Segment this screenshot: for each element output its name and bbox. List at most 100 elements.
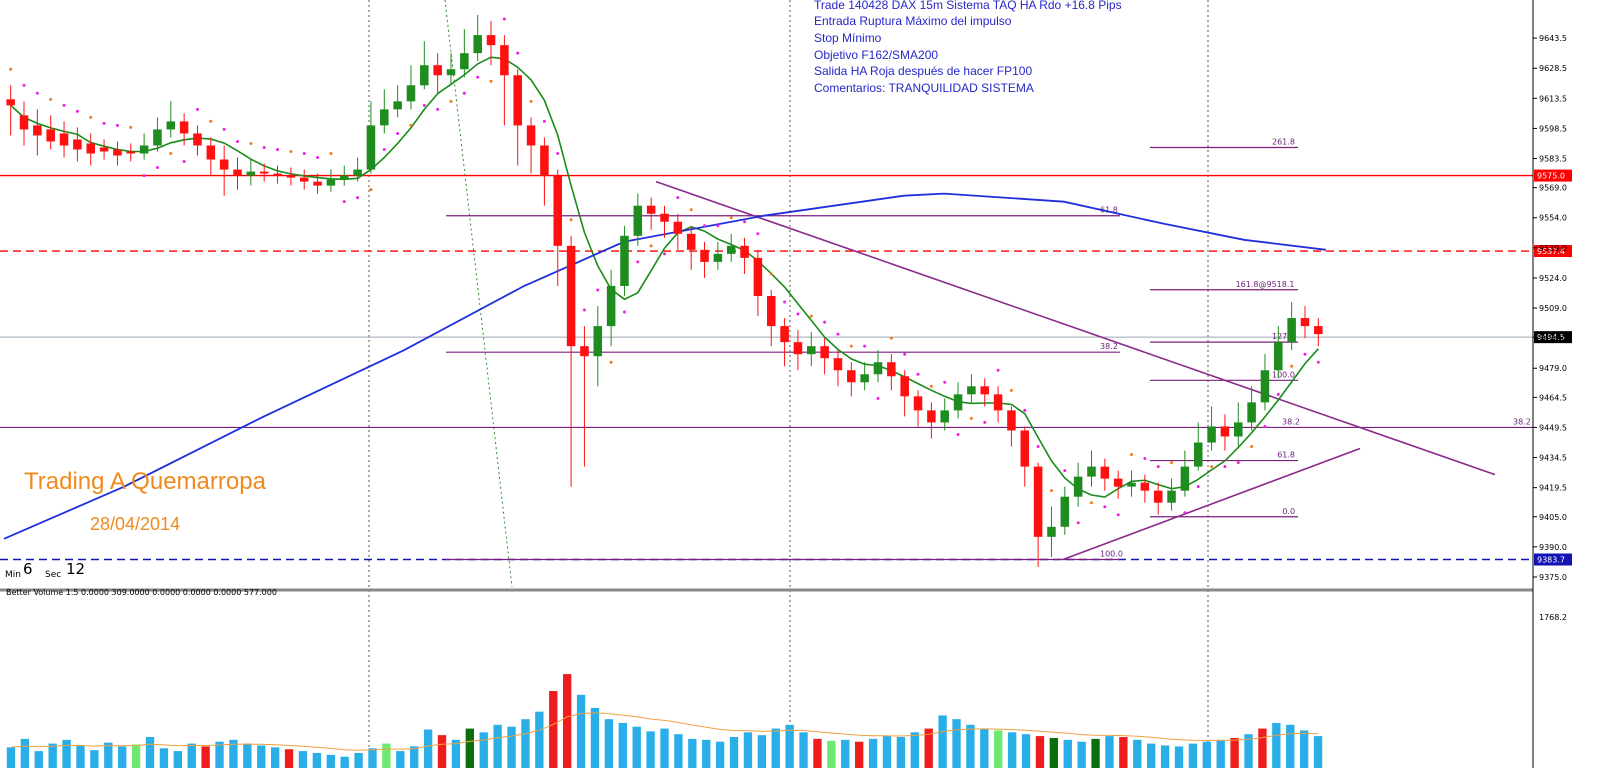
volume-bar-42 — [590, 707, 600, 768]
psar-dot-77 — [1036, 445, 1040, 449]
volume-bar-89 — [1244, 734, 1253, 768]
candle-body-60 — [807, 346, 816, 355]
volume-bar-92 — [1286, 724, 1295, 768]
downtrend-line — [655, 180, 1496, 476]
volume-bar-5 — [76, 745, 85, 768]
candle-body-26 — [353, 169, 362, 176]
fib2-label-5: 61.8 — [1277, 451, 1295, 460]
volume-bar-1 — [20, 738, 30, 768]
psar-dot-97 — [1303, 352, 1307, 356]
candle-body-36 — [486, 35, 496, 46]
volume-bar-4 — [62, 739, 71, 768]
volume-bar-85 — [1188, 743, 1198, 768]
price-marker-label-2: 9494.5 — [1537, 333, 1565, 342]
axis-tick-label-6: 9554.0 — [1539, 214, 1567, 223]
price-marker-label-3: 9383.7 — [1537, 556, 1565, 565]
axis-tick-label-5: 9569.0 — [1539, 184, 1567, 193]
axis-tick-label-13: 9449.5 — [1539, 423, 1567, 432]
candle-body-85 — [1140, 482, 1150, 491]
candle-body-7 — [99, 147, 109, 152]
candle-body-97 — [1300, 318, 1310, 327]
candle-body-63 — [847, 370, 856, 383]
candle-body-21 — [286, 175, 296, 178]
volume-max-label: 1768.2 — [1539, 613, 1567, 622]
psar-dot-94 — [1263, 424, 1267, 428]
volume-bar-86 — [1202, 741, 1211, 768]
candle-body-95 — [1274, 342, 1283, 371]
psar-dot-0 — [9, 67, 13, 71]
fib2-label-3: 100.0 — [1272, 370, 1295, 379]
note-line-5: Salida HA Roja después de hacer FP100 — [814, 64, 1032, 78]
candle-body-67 — [900, 376, 909, 397]
candle-body-89 — [1193, 442, 1203, 467]
candle-body-75 — [1007, 410, 1016, 431]
candle-body-58 — [780, 326, 789, 343]
psar-dot-84 — [1130, 453, 1134, 457]
sma-long-line — [3, 192, 1327, 540]
psar-dot-26 — [356, 196, 360, 200]
volume-bar-77 — [1077, 741, 1086, 768]
candle-body-94 — [1260, 370, 1270, 403]
volume-bar-80 — [1119, 737, 1128, 768]
fib1-label-2: 100.0 — [1100, 550, 1123, 559]
candle-body-90 — [1207, 426, 1216, 443]
volume-bar-23 — [326, 754, 335, 768]
candle-body-31 — [420, 65, 429, 86]
axis-tick-label-8: 9524.0 — [1539, 274, 1567, 283]
candle-body-6 — [86, 143, 96, 154]
volume-bar-78 — [1091, 738, 1100, 768]
volume-bar-59 — [827, 740, 836, 768]
volume-bar-20 — [284, 749, 294, 768]
volume-bar-12 — [173, 751, 182, 768]
psar-dot-46 — [622, 310, 626, 314]
psar-dot-23 — [316, 156, 320, 160]
axis-tick-label-11: 9479.0 — [1539, 364, 1567, 373]
volume-bar-58 — [813, 738, 822, 768]
candle-body-68 — [913, 396, 923, 411]
volume-bar-49 — [688, 738, 697, 768]
note-line-3: Stop Mínimo — [814, 31, 882, 45]
volume-bar-35 — [493, 724, 502, 768]
axis-tick-label-17: 9390.0 — [1539, 543, 1567, 552]
price-marker-label-0: 9575.0 — [1537, 172, 1565, 181]
axis-tick-label-2: 9613.5 — [1539, 94, 1567, 103]
candle-body-71 — [953, 394, 963, 411]
psar-dot-35 — [476, 75, 480, 79]
psar-dot-95 — [1276, 392, 1280, 396]
candle-body-38 — [513, 75, 522, 126]
psar-dot-22 — [302, 152, 306, 156]
candle-body-20 — [273, 173, 282, 176]
fib2-label-4: 38.2 — [1282, 417, 1300, 426]
volume-bar-55 — [771, 728, 780, 768]
volume-bar-79 — [1105, 736, 1114, 768]
timer-min-label: Min — [5, 570, 21, 580]
axis-tick-label-12: 9464.5 — [1539, 393, 1567, 402]
candle-body-19 — [259, 171, 269, 174]
psar-dot-73 — [983, 420, 987, 424]
brand-date: 28/04/2014 — [90, 514, 180, 534]
volume-bar-10 — [145, 737, 155, 768]
volume-bar-31 — [437, 735, 447, 768]
candle-body-42 — [566, 245, 576, 347]
psar-dot-65 — [876, 396, 880, 400]
psar-dot-79 — [1063, 469, 1067, 473]
volume-bar-81 — [1133, 739, 1142, 768]
candle-body-74 — [993, 394, 1003, 411]
psar-dot-5 — [75, 109, 79, 113]
axis-tick-label-16: 9405.0 — [1539, 513, 1567, 522]
psar-dot-4 — [62, 103, 66, 107]
timer-sec-value: 12 — [66, 560, 85, 578]
psar-dot-90 — [1210, 465, 1214, 469]
volume-bar-2 — [34, 751, 43, 768]
psar-dot-13 — [182, 160, 186, 164]
axis-tick-label-3: 9598.5 — [1539, 124, 1567, 133]
volume-bar-0 — [6, 747, 16, 768]
volume-bar-8 — [118, 746, 127, 768]
axis-tick-label-15: 9419.5 — [1539, 484, 1567, 493]
candle-body-98 — [1314, 326, 1323, 335]
psar-dot-58 — [783, 300, 787, 304]
volume-bar-19 — [270, 747, 280, 768]
volume-bar-51 — [715, 741, 725, 768]
candle-body-59 — [793, 342, 803, 355]
